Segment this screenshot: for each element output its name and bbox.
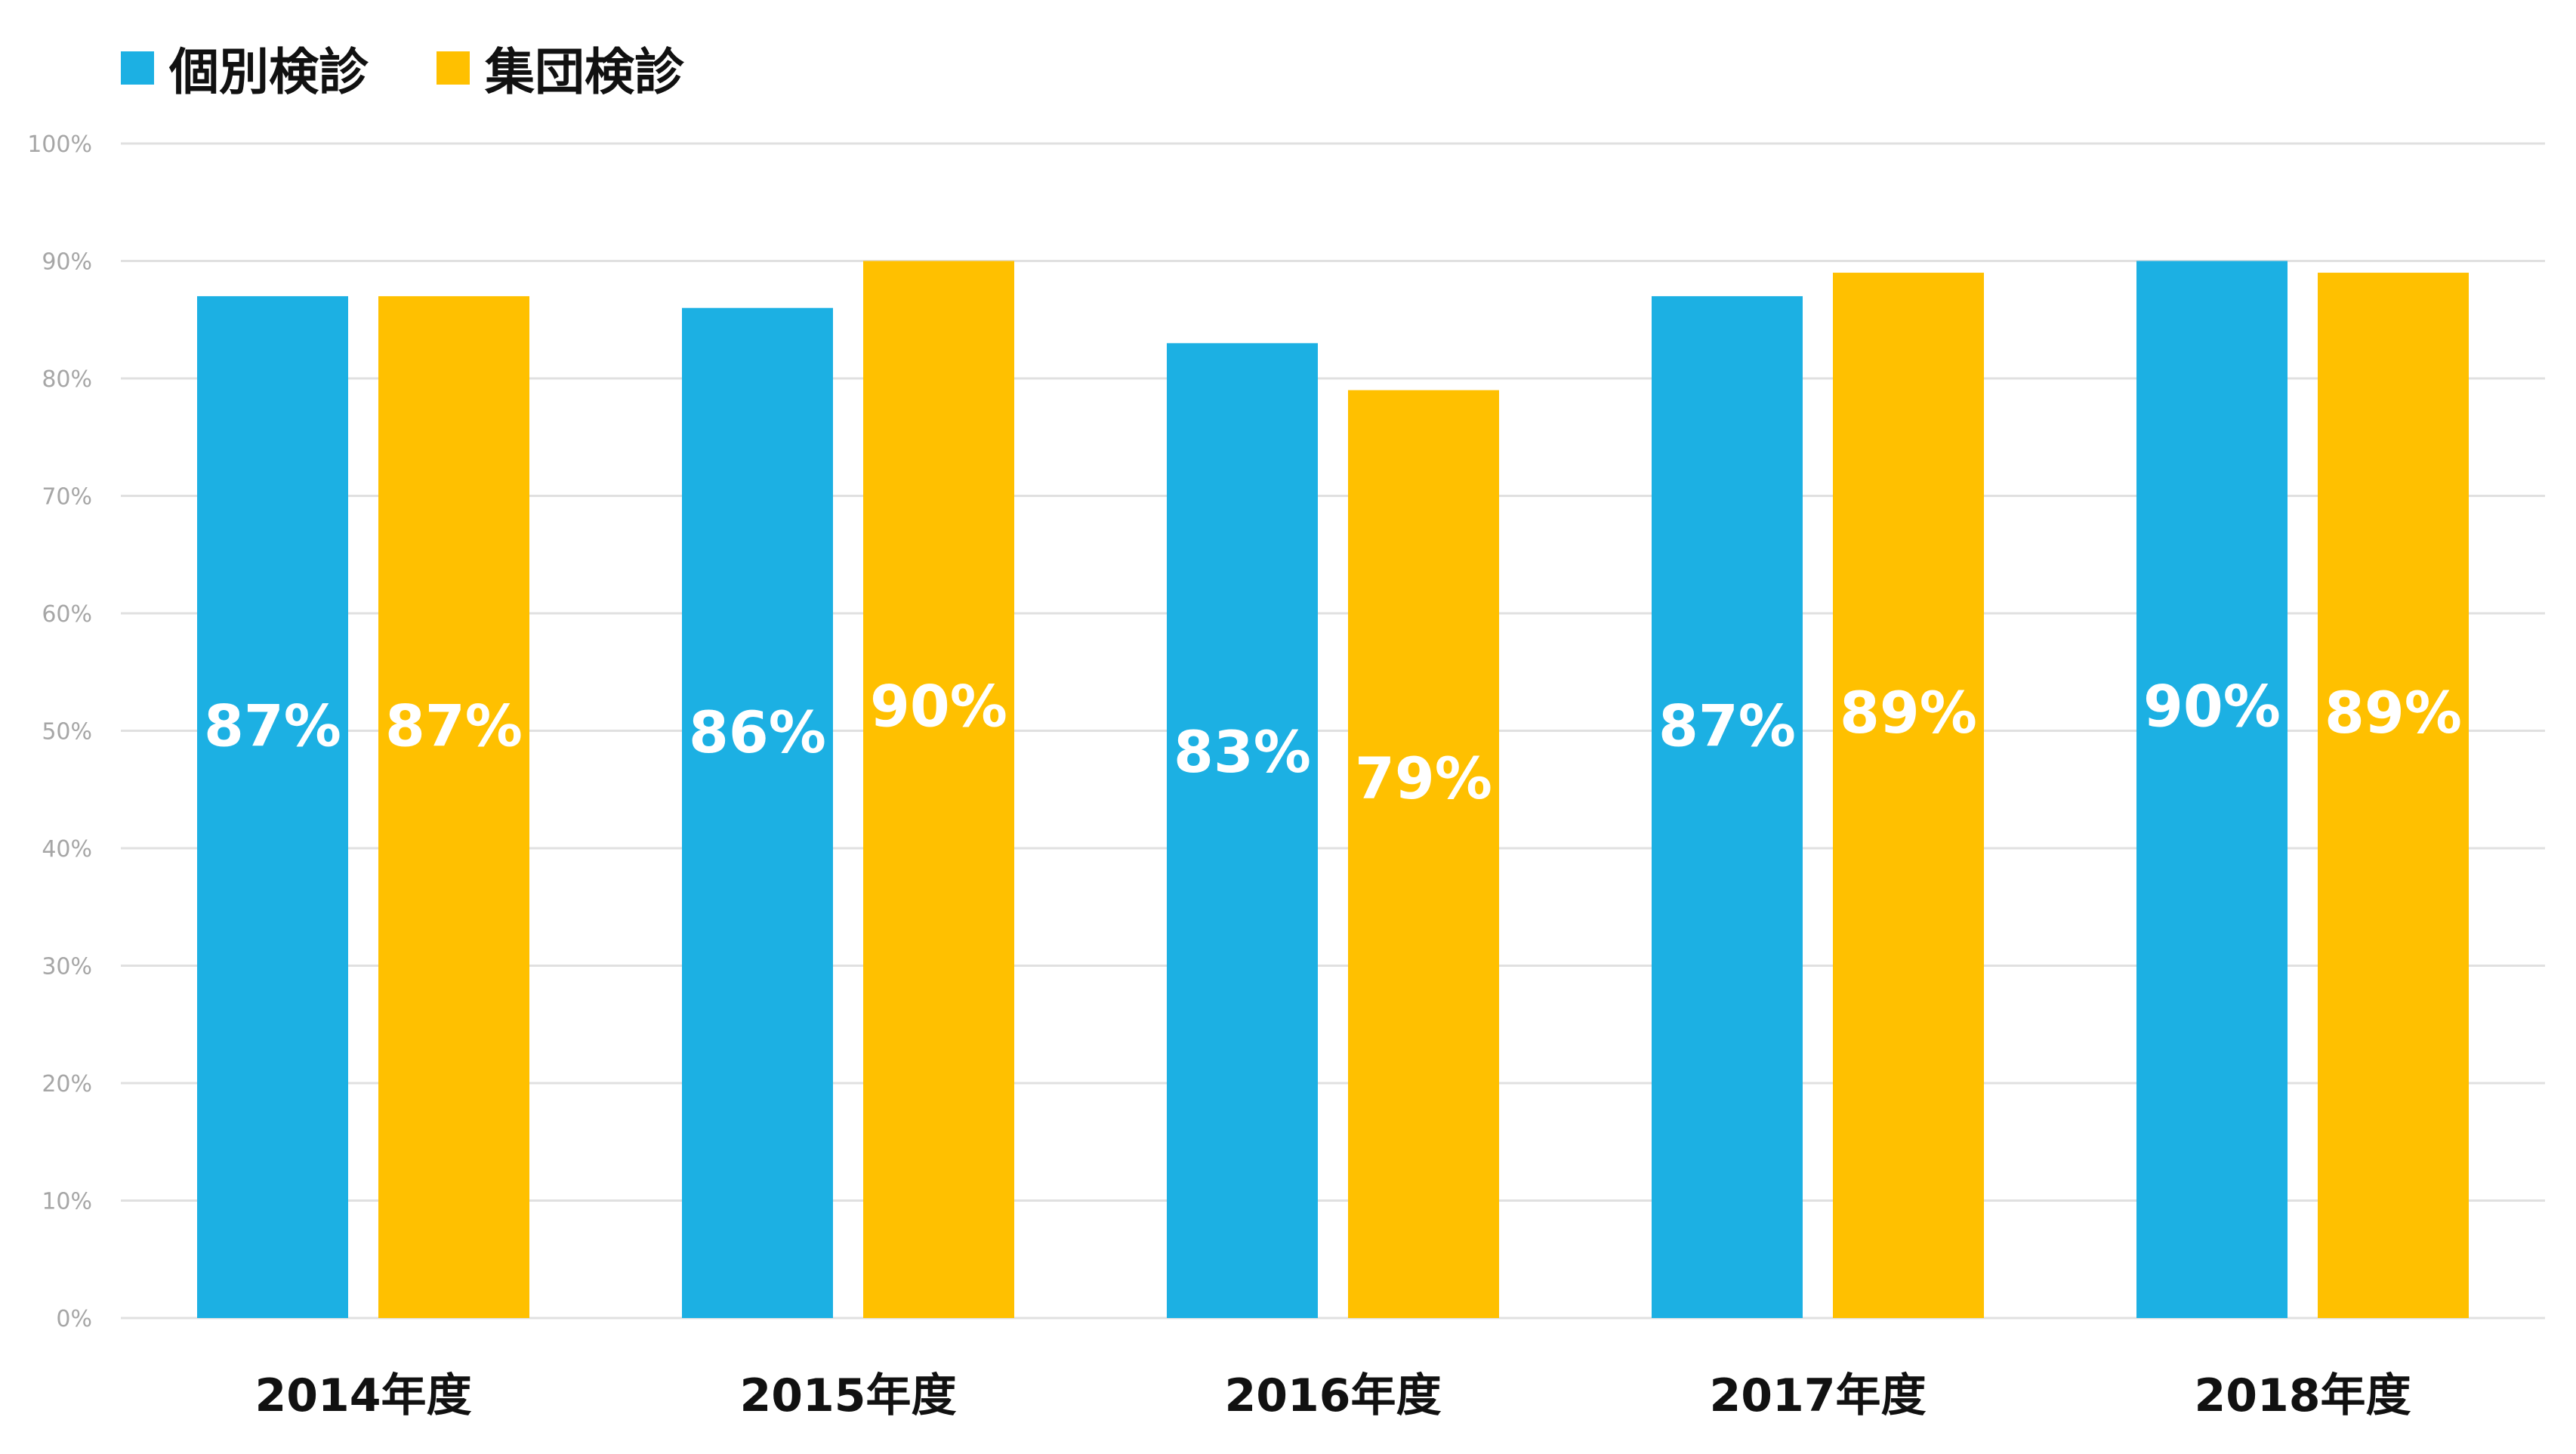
y-tick-label: 60% (42, 601, 92, 628)
bar-individual (197, 296, 348, 1318)
bar-group (863, 261, 1014, 1318)
legend-label-group: 集団検診 (485, 43, 684, 101)
x-tick-label: 2015年度 (740, 1369, 957, 1422)
bar-individual (1167, 343, 1318, 1319)
y-tick-label: 50% (42, 719, 92, 746)
legend-label-individual: 個別検診 (169, 43, 369, 101)
y-tick-label: 0% (56, 1306, 92, 1332)
legend: 個別検診 集団検診 (121, 30, 752, 106)
legend-item-group: 集団検診 (437, 32, 684, 104)
bar-individual (1652, 296, 1803, 1318)
x-tick-label: 2017年度 (1710, 1369, 1927, 1422)
legend-swatch-individual (121, 51, 154, 85)
data-label: 83% (1174, 718, 1311, 786)
y-tick-label: 100% (27, 131, 92, 158)
bar-individual (2136, 261, 2288, 1318)
bar-group (1833, 273, 1984, 1318)
y-tick-label: 10% (42, 1189, 92, 1215)
y-tick-label: 20% (42, 1071, 92, 1097)
bar-group (1348, 390, 1499, 1318)
x-tick-label: 2016年度 (1225, 1369, 1442, 1422)
y-tick-label: 40% (42, 836, 92, 863)
y-tick-label: 70% (42, 484, 92, 511)
x-tick-label: 2018年度 (2195, 1369, 2411, 1422)
x-tick-label: 2014年度 (255, 1369, 472, 1422)
legend-item-individual: 個別検診 (121, 32, 369, 104)
data-label: 87% (385, 692, 523, 759)
data-label: 79% (1355, 745, 1492, 812)
data-label: 89% (1840, 679, 1977, 746)
data-label: 86% (689, 699, 826, 766)
bar-group (2318, 273, 2469, 1318)
data-label: 87% (1658, 692, 1796, 759)
legend-swatch-group (437, 51, 470, 85)
y-tick-label: 30% (42, 954, 92, 980)
y-tick-label: 80% (42, 366, 92, 393)
y-tick-label: 90% (42, 249, 92, 276)
data-label: 89% (2325, 679, 2462, 746)
data-label: 90% (2143, 672, 2281, 739)
data-label: 90% (870, 672, 1007, 739)
bar-individual (682, 307, 833, 1319)
data-label: 87% (204, 692, 341, 759)
bar-group (378, 296, 529, 1318)
